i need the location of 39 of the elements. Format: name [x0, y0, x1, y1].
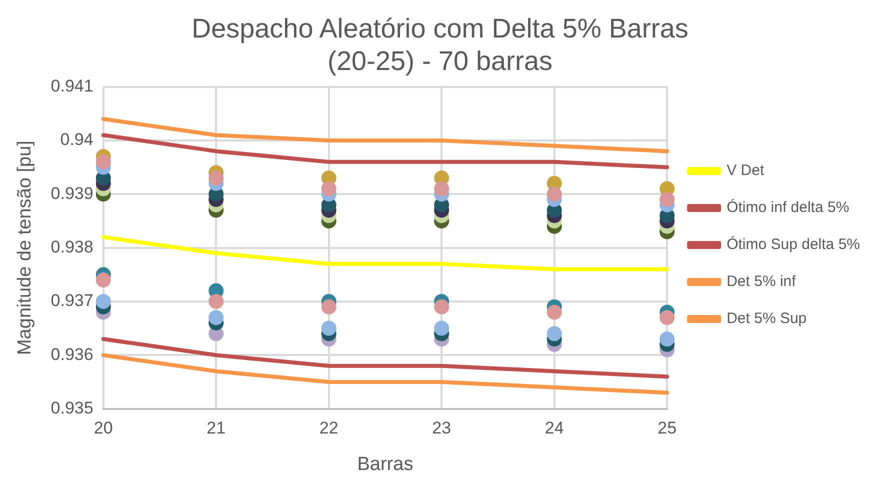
- point: [96, 272, 111, 288]
- point: [96, 294, 111, 309]
- point: [660, 192, 675, 207]
- x-tick-label: 21: [206, 418, 226, 438]
- legend-label: Ótimo Sup delta 5%: [726, 235, 860, 254]
- point: [321, 299, 336, 314]
- y-tick-label: 0.938: [50, 237, 94, 256]
- point: [208, 310, 224, 326]
- y-tick-label: 0.941: [50, 76, 94, 96]
- chart-title: Despacho Aleatório com Delta 5% Barras (20-25) - 70 barras: [192, 14, 688, 76]
- point: [208, 294, 224, 309]
- point: [96, 154, 111, 170]
- point: [546, 304, 562, 320]
- point: [321, 320, 336, 336]
- point: [660, 310, 675, 326]
- point: [546, 326, 562, 342]
- point: [321, 181, 336, 196]
- legend-label: Det 5% Sup: [726, 310, 807, 328]
- point: [208, 170, 224, 186]
- legend-label: V Det: [726, 162, 765, 180]
- x-tick-label: 25: [658, 418, 677, 438]
- x-tick-label: 20: [94, 418, 113, 438]
- x-axis-title: Barras: [357, 454, 414, 475]
- x-tick-label: 23: [432, 418, 452, 438]
- legend-label: Det 5% inf: [726, 273, 797, 290]
- x-tick-label: 22: [319, 418, 338, 438]
- point: [434, 181, 450, 196]
- y-tick-label: 0.94: [60, 130, 94, 150]
- y-axis-title: Magnitude de tensão [pu]: [14, 140, 36, 356]
- point: [434, 320, 450, 336]
- point: [660, 332, 675, 347]
- y-tick-label: 0.937: [50, 291, 94, 310]
- y-tick-label: 0.939: [50, 184, 94, 203]
- point: [546, 186, 562, 202]
- x-tick-label: 24: [544, 418, 564, 438]
- legend-label: Ótimo inf delta 5%: [726, 198, 850, 216]
- y-tick-label: 0.936: [50, 344, 94, 364]
- point: [434, 299, 450, 314]
- y-tick-label: 0.935: [50, 398, 94, 418]
